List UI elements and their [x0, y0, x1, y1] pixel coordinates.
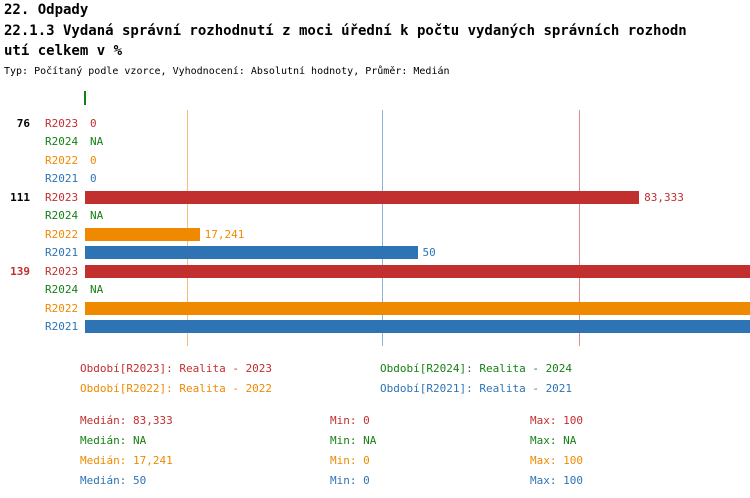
stat-max-r2023: Max: 100 [530, 414, 583, 427]
bar-value-label: NA [90, 209, 104, 222]
series-label-r2021: R2021 [45, 320, 79, 333]
legend-item-r2023: Období[R2023]: Realita - 2023 [80, 362, 273, 375]
series-label-r2022: R2022 [45, 302, 79, 315]
bar-r2023 [85, 191, 640, 204]
series-label-r2022: R2022 [45, 228, 79, 241]
bar-value-label: 0 [90, 117, 97, 130]
bar-row: 50 [85, 246, 750, 259]
stat-max-r2024: Max: NA [530, 434, 577, 447]
series-label-r2023: R2023 [45, 265, 79, 278]
series-label-r2021: R2021 [45, 246, 79, 259]
stat-min-r2021: Min: 0 [330, 474, 370, 487]
stat-median-r2021: Medián: 50 [80, 474, 147, 487]
bar-r2022 [85, 302, 750, 315]
stat-min-r2024: Min: NA [330, 434, 377, 447]
legend-item-r2021: Období[R2021]: Realita - 2021 [380, 382, 573, 395]
bar-r2021 [85, 320, 750, 333]
plot-area: 0 NA 0 0 83,333 NA 17,241 50 [84, 91, 750, 346]
series-label-r2023: R2023 [45, 191, 79, 204]
stat-median-r2024: Medián: NA [80, 434, 147, 447]
bar-value-label: 17,241 [204, 228, 245, 241]
series-label-r2023: R2023 [45, 117, 79, 130]
bar-value-label: 0 [90, 172, 97, 185]
median-line-r2023 [579, 110, 581, 346]
chart-meta: Typ: Počítaný podle vzorce, Vyhodnocení:… [4, 66, 450, 77]
bar-row: 17,241 [85, 228, 750, 241]
bar-row: NA [85, 135, 750, 148]
bar-value-label: NA [90, 283, 104, 296]
stat-min-r2023: Min: 0 [330, 414, 370, 427]
group-label-111: 111 [10, 191, 30, 204]
bar-row: 0 [85, 154, 750, 167]
series-label-r2021: R2021 [45, 172, 79, 185]
bar-value-label: 0 [90, 154, 97, 167]
stat-max-r2022: Max: 100 [530, 454, 583, 467]
series-label-r2024: R2024 [45, 135, 79, 148]
bar-value-label: 83,333 [644, 191, 684, 204]
stat-max-r2021: Max: 100 [530, 474, 583, 487]
stat-median-r2022: Medián: 17,241 [80, 454, 173, 467]
group-label-139: 139 [10, 265, 30, 278]
bar-r2021 [85, 246, 418, 259]
median-line-r2021 [381, 110, 383, 346]
bar-r2023 [85, 265, 750, 278]
bar-r2022 [85, 228, 200, 241]
bar-row: 83,333 [85, 191, 750, 204]
bar-row: NA [85, 209, 750, 222]
bar-row: 100 [85, 302, 750, 315]
chart-subtitle-line2: utí celkem v % [4, 43, 123, 59]
legend-item-r2022: Období[R2022]: Realita - 2022 [80, 382, 273, 395]
series-label-r2022: R2022 [45, 154, 79, 167]
bar-row: NA [85, 283, 750, 296]
bar-row: 0 [85, 117, 750, 130]
bar-row: 100 [85, 265, 750, 278]
stat-min-r2022: Min: 0 [330, 454, 370, 467]
group-label-76: 76 [16, 117, 30, 130]
bar-value-label: 50 [422, 246, 436, 259]
r2024-na-marker-icon [84, 91, 86, 105]
stat-median-r2023: Medián: 83,333 [80, 414, 173, 427]
bar-row: 100 [85, 320, 750, 333]
bar-row: 0 [85, 172, 750, 185]
bar-value-label: NA [90, 135, 104, 148]
series-label-r2024: R2024 [45, 283, 79, 296]
series-label-r2024: R2024 [45, 209, 79, 222]
page-title: 22. Odpady [4, 2, 89, 18]
chart-subtitle-line1: 22.1.3 Vydaná správní rozhodnutí z moci … [4, 23, 687, 39]
legend-item-r2024: Období[R2024]: Realita - 2024 [380, 362, 573, 375]
